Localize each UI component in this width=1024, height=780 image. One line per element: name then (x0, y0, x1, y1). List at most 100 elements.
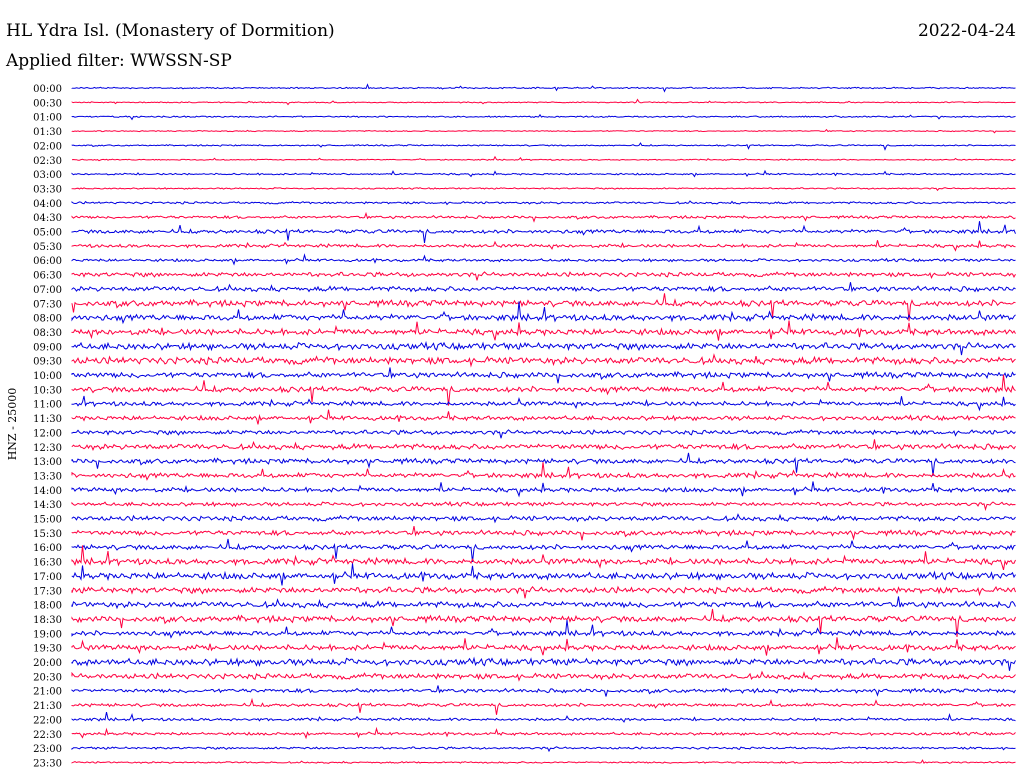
row-label: 10:00 (33, 371, 62, 382)
row-label: 18:30 (33, 615, 62, 626)
seismic-trace (71, 301, 1016, 325)
seismic-trace (71, 526, 1016, 541)
seismic-trace (71, 670, 1016, 682)
seismic-trace (71, 746, 1016, 753)
row-label: 00:00 (33, 84, 62, 95)
row-label: 09:00 (33, 342, 62, 353)
trace-rows: 00:00 00:30 01:00 01:30 02:00 02:30 03:00 03:30… (33, 83, 1016, 769)
row-label: 12:30 (33, 443, 62, 454)
row-label: 00:30 (33, 98, 62, 109)
seismic-trace (71, 685, 1016, 697)
row-label: 07:30 (33, 299, 62, 310)
seismic-trace (71, 211, 1016, 223)
row-label: 23:30 (33, 758, 62, 769)
row-label: 20:00 (33, 658, 62, 669)
row-label: 19:00 (33, 629, 62, 640)
filter-label: Applied filter: WWSSN-SP (5, 51, 232, 71)
seismic-trace (71, 395, 1016, 412)
row-label: 01:00 (33, 113, 62, 124)
row-label: 03:30 (33, 184, 62, 195)
row-label: 10:30 (33, 385, 62, 396)
seismic-trace (71, 83, 1016, 93)
row-label: 02:30 (33, 156, 62, 167)
row-label: 15:00 (33, 515, 62, 526)
row-label: 04:00 (33, 199, 62, 210)
row-label: 19:30 (33, 644, 62, 655)
seismic-trace (71, 320, 1016, 341)
row-label: 06:00 (33, 256, 62, 267)
row-label: 15:30 (33, 529, 62, 540)
seismic-trace (71, 620, 1016, 639)
seismic-trace (71, 271, 1016, 281)
seismic-trace (71, 128, 1016, 134)
seismic-trace (71, 697, 1016, 715)
row-label: 20:30 (33, 672, 62, 683)
seismic-trace (71, 353, 1016, 368)
seismic-trace (71, 113, 1016, 121)
seismic-trace (71, 169, 1016, 178)
row-label: 06:30 (33, 271, 62, 282)
seismic-trace (71, 253, 1016, 266)
seismic-trace (71, 726, 1016, 740)
seismic-trace (71, 608, 1016, 637)
seismic-trace (71, 409, 1016, 425)
row-label: 13:00 (33, 457, 62, 468)
seismic-trace (71, 596, 1016, 610)
row-label: 16:00 (33, 543, 62, 554)
row-label: 21:30 (33, 701, 62, 712)
row-label: 08:30 (33, 328, 62, 339)
row-label: 08:00 (33, 314, 62, 325)
seismic-trace (71, 340, 1016, 356)
row-label: 22:30 (33, 730, 62, 741)
row-label: 11:30 (33, 414, 62, 425)
seismic-trace (71, 759, 1016, 764)
row-label: 17:00 (33, 572, 62, 583)
seismic-trace (71, 563, 1016, 586)
row-label: 21:00 (33, 687, 62, 698)
row-label: 05:30 (33, 242, 62, 253)
seismic-trace (71, 293, 1016, 322)
seismic-trace (71, 200, 1016, 206)
row-label: 14:00 (33, 486, 62, 497)
seismic-trace (71, 585, 1016, 599)
seismic-trace (71, 513, 1016, 524)
y-axis-label: HNZ - 25000 (6, 388, 19, 461)
row-label: 09:30 (33, 357, 62, 368)
seismic-trace (71, 481, 1016, 498)
seismic-trace (71, 142, 1016, 151)
row-label: 03:00 (33, 170, 62, 181)
row-label: 05:00 (33, 228, 62, 239)
seismic-trace (71, 221, 1016, 243)
seismic-trace (71, 439, 1016, 451)
row-label: 23:00 (33, 744, 62, 755)
date-label: 2022-04-24 (918, 21, 1016, 41)
seismic-trace (71, 240, 1016, 252)
row-label: 22:00 (33, 715, 62, 726)
seismic-trace (71, 282, 1016, 293)
row-label: 16:30 (33, 558, 62, 569)
row-label: 13:30 (33, 471, 62, 482)
row-label: 02:00 (33, 141, 62, 152)
seismic-trace (71, 428, 1016, 439)
seismic-trace (71, 545, 1016, 571)
seismic-trace (71, 462, 1016, 481)
seismic-trace (71, 98, 1016, 106)
row-label: 14:30 (33, 500, 62, 511)
row-label: 11:00 (33, 400, 62, 411)
seismic-trace (71, 637, 1016, 656)
seismic-trace (71, 452, 1016, 476)
row-label: 01:30 (33, 127, 62, 138)
seismic-trace (71, 155, 1016, 162)
row-label: 17:30 (33, 586, 62, 597)
seismic-trace (71, 538, 1016, 562)
seismic-trace (71, 187, 1016, 192)
seismic-trace (71, 711, 1016, 723)
seismic-trace (71, 374, 1016, 406)
seismic-trace (71, 367, 1016, 384)
seismic-trace (71, 500, 1016, 512)
row-label: 07:00 (33, 285, 62, 296)
row-label: 18:00 (33, 601, 62, 612)
station-title: HL Ydra Isl. (Monastery of Dormition) (6, 21, 335, 41)
row-label: 04:30 (33, 213, 62, 224)
